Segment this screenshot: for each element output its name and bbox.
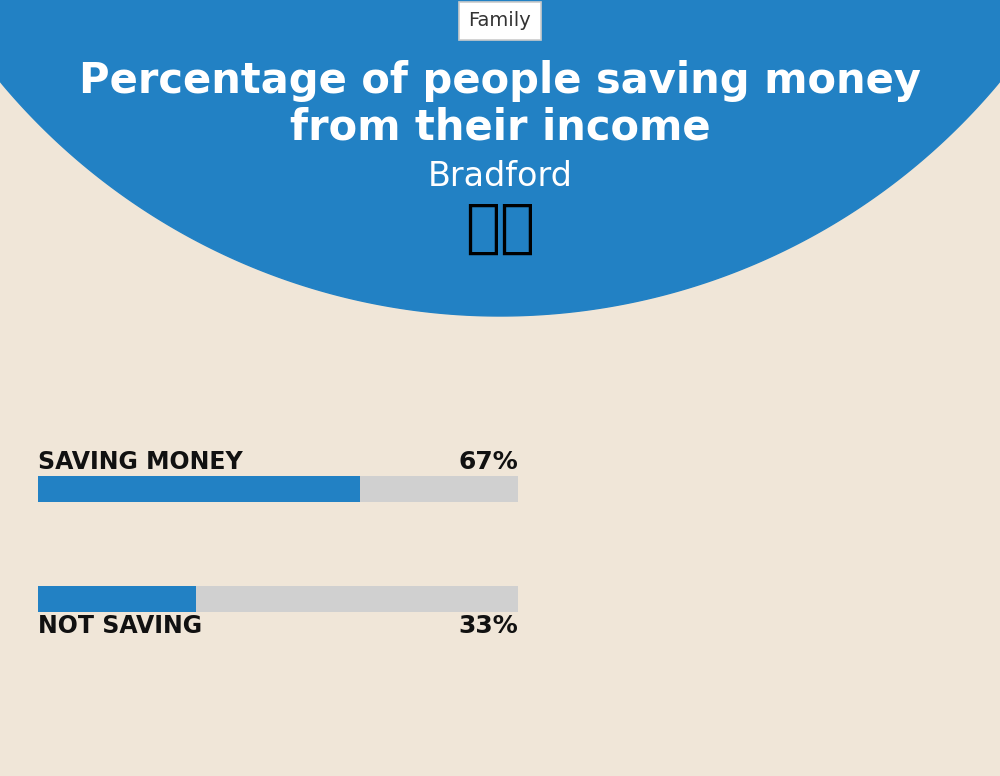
Text: Percentage of people saving money: Percentage of people saving money xyxy=(79,60,921,102)
Polygon shape xyxy=(0,0,1000,316)
Text: from their income: from their income xyxy=(290,107,710,149)
Bar xyxy=(38,586,196,612)
Text: Family: Family xyxy=(469,12,531,30)
Bar xyxy=(38,586,518,612)
Bar xyxy=(38,476,518,502)
Text: NOT SAVING: NOT SAVING xyxy=(38,614,202,638)
Text: 33%: 33% xyxy=(458,614,518,638)
Text: 🇬🇧: 🇬🇧 xyxy=(465,199,535,257)
Text: SAVING MONEY: SAVING MONEY xyxy=(38,450,243,474)
Text: 67%: 67% xyxy=(458,450,518,474)
Text: Bradford: Bradford xyxy=(428,160,572,192)
Bar xyxy=(38,476,360,502)
